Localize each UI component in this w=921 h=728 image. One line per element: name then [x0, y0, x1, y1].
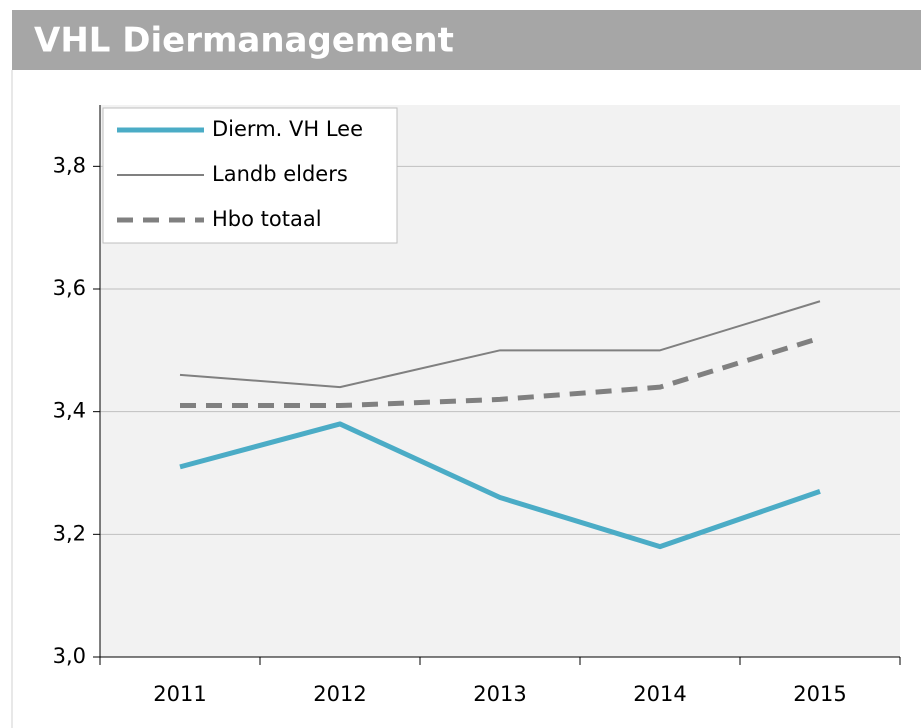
title-bar	[12, 10, 921, 70]
x-tick-label: 2013	[473, 682, 526, 706]
legend-label: Hbo totaal	[212, 207, 322, 231]
series-line	[179, 421, 821, 550]
series-line	[179, 300, 821, 389]
series-line	[180, 335, 821, 409]
x-tick-label: 2012	[313, 682, 366, 706]
legend-label: Landb elders	[212, 162, 348, 186]
x-tick-label: 2015	[793, 682, 846, 706]
x-tick-label: 2011	[153, 682, 206, 706]
y-tick-label: 3,2	[53, 521, 86, 545]
y-tick-label: 3,4	[53, 399, 86, 423]
legend-label: Dierm. VH Lee	[212, 117, 363, 141]
y-tick-label: 3,6	[53, 276, 86, 300]
chart-title: VHL Diermanagement	[34, 21, 454, 61]
x-tick-label: 2014	[633, 682, 686, 706]
y-tick-label: 3,0	[53, 644, 86, 668]
y-tick-label: 3,8	[53, 153, 86, 177]
